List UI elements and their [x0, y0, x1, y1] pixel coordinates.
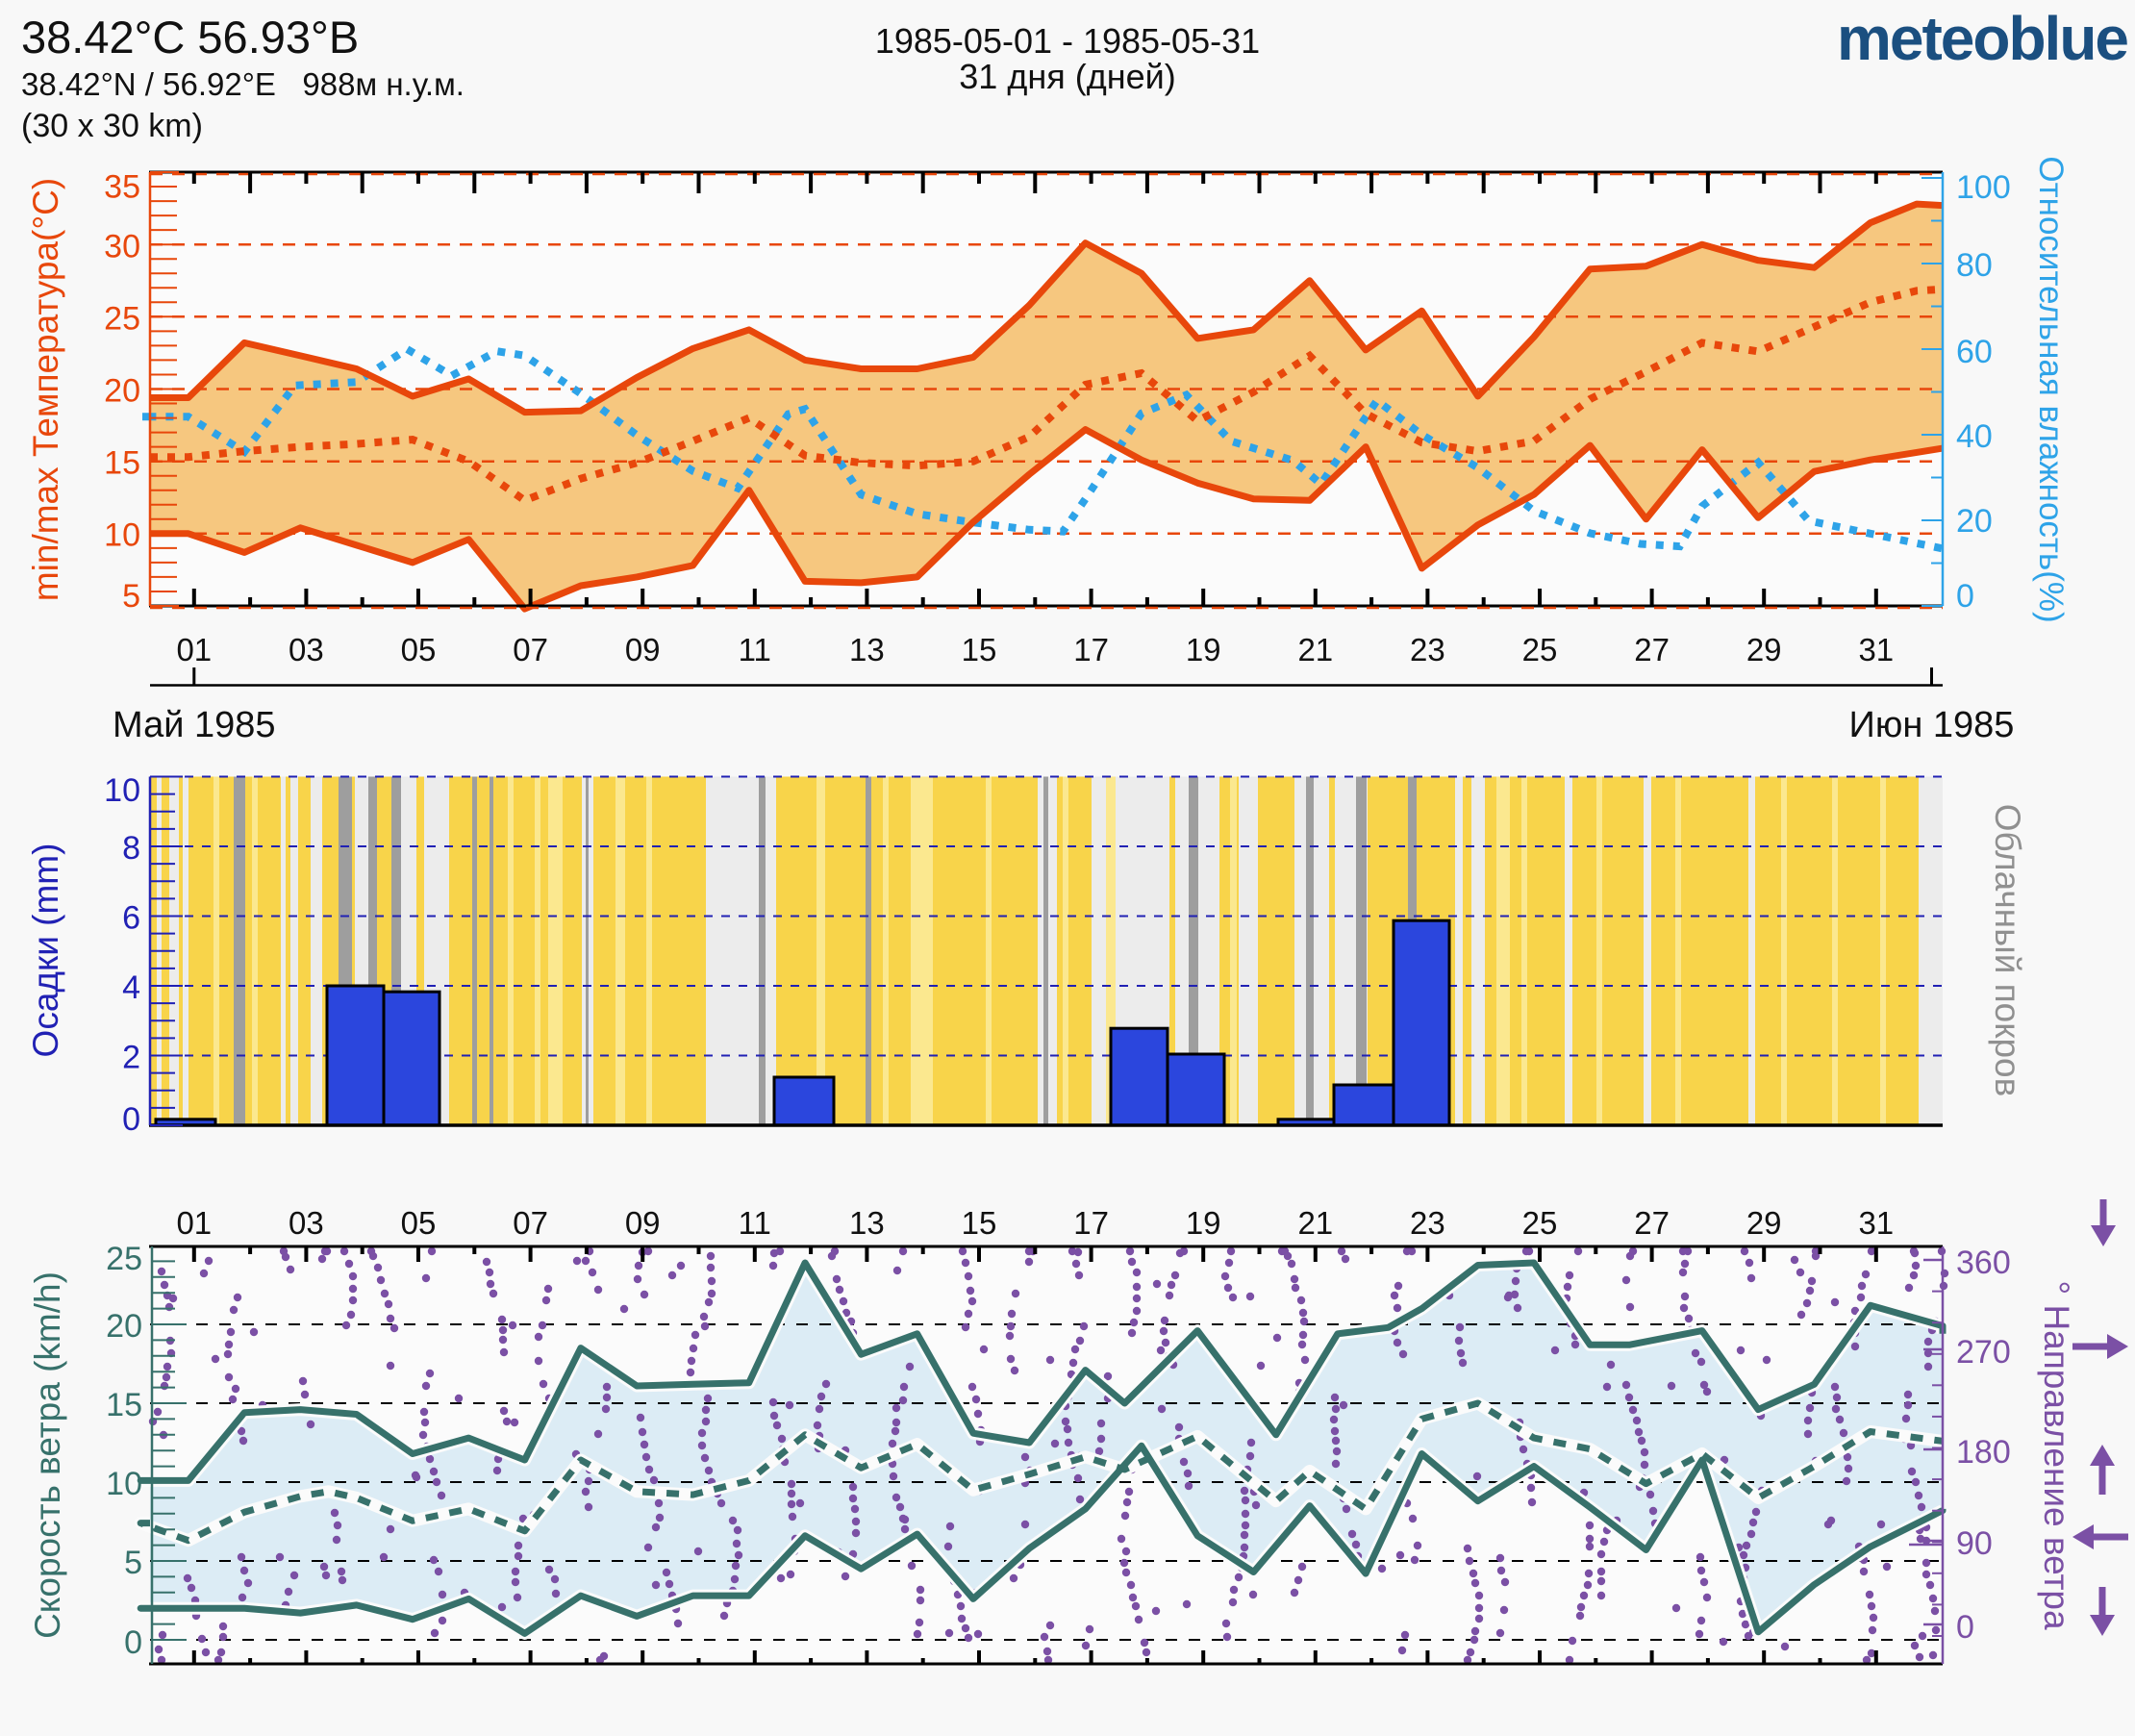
svg-text:meteoblue: meteoblue — [1837, 4, 2127, 73]
svg-text:15: 15 — [106, 1387, 142, 1423]
svg-text:11: 11 — [739, 632, 771, 667]
svg-text:Относительная влажность(%): Относительная влажность(%) — [2032, 156, 2070, 622]
svg-text:5: 5 — [124, 1545, 142, 1581]
svg-text:360: 360 — [1956, 1245, 2011, 1281]
svg-text:20: 20 — [106, 1308, 142, 1345]
svg-text:Июн 1985: Июн 1985 — [1849, 705, 2015, 745]
svg-text:23: 23 — [1410, 632, 1445, 667]
svg-text:Осадки (mm): Осадки (mm) — [26, 843, 65, 1058]
svg-text:05: 05 — [401, 1205, 437, 1241]
svg-text:80: 80 — [1956, 247, 1993, 284]
svg-text:23: 23 — [1410, 1205, 1445, 1241]
svg-text:0: 0 — [1956, 578, 1974, 615]
svg-text:6: 6 — [122, 900, 140, 937]
svg-text:4: 4 — [122, 969, 140, 1006]
svg-text:38.42°C 56.93°В: 38.42°C 56.93°В — [21, 12, 359, 63]
svg-text:35: 35 — [104, 169, 140, 206]
svg-text:25: 25 — [1522, 1205, 1558, 1241]
svg-text:09: 09 — [625, 632, 661, 667]
svg-text:21: 21 — [1297, 632, 1333, 667]
svg-text:min/max Температура(°C): min/max Температура(°C) — [26, 178, 65, 601]
svg-text:90: 90 — [1956, 1525, 1993, 1562]
svg-text:° Направление ветра: ° Направление ветра — [2037, 1280, 2076, 1630]
svg-text:0: 0 — [124, 1624, 142, 1661]
svg-text:27: 27 — [1634, 632, 1670, 667]
svg-text:27: 27 — [1634, 1205, 1670, 1241]
svg-text:13: 13 — [849, 1205, 885, 1241]
svg-text:10: 10 — [104, 517, 140, 554]
svg-text:15: 15 — [962, 1205, 997, 1241]
svg-text:Скорость ветра (km/h): Скорость ветра (km/h) — [28, 1271, 67, 1639]
svg-text:Облачный покров: Облачный покров — [1988, 804, 2027, 1097]
svg-text:07: 07 — [513, 1205, 548, 1241]
svg-text:30: 30 — [104, 229, 140, 265]
svg-text:05: 05 — [401, 632, 437, 667]
svg-text:10: 10 — [104, 772, 140, 809]
svg-text:10: 10 — [106, 1466, 142, 1502]
svg-text:07: 07 — [513, 632, 548, 667]
svg-text:5: 5 — [122, 578, 140, 615]
svg-text:25: 25 — [104, 301, 140, 338]
svg-text:60: 60 — [1956, 334, 1993, 370]
svg-text:25: 25 — [1522, 632, 1558, 667]
svg-text:17: 17 — [1073, 1205, 1109, 1241]
svg-text:20: 20 — [104, 373, 140, 410]
svg-text:31 дня (дней): 31 дня (дней) — [959, 57, 1175, 96]
svg-text:20: 20 — [1956, 503, 1993, 540]
svg-text:17: 17 — [1073, 632, 1109, 667]
svg-text:270: 270 — [1956, 1334, 2011, 1371]
svg-text:01: 01 — [176, 632, 212, 667]
svg-text:25: 25 — [106, 1241, 142, 1277]
svg-text:11: 11 — [739, 1205, 771, 1241]
svg-text:09: 09 — [625, 1205, 661, 1241]
svg-text:0: 0 — [1956, 1609, 1974, 1646]
svg-text:19: 19 — [1186, 1205, 1221, 1241]
svg-text:Май 1985: Май 1985 — [113, 705, 276, 745]
svg-text:21: 21 — [1297, 1205, 1333, 1241]
svg-text:01: 01 — [176, 1205, 212, 1241]
svg-text:13: 13 — [849, 632, 885, 667]
svg-text:15: 15 — [962, 632, 997, 667]
svg-text:03: 03 — [289, 632, 324, 667]
svg-text:03: 03 — [289, 1205, 324, 1241]
svg-text:0: 0 — [122, 1101, 140, 1138]
svg-text:31: 31 — [1858, 632, 1894, 667]
svg-text:8: 8 — [122, 830, 140, 867]
svg-text:(30 x 30 km): (30 x 30 km) — [21, 108, 203, 144]
svg-text:19: 19 — [1186, 632, 1221, 667]
svg-text:31: 31 — [1858, 1205, 1894, 1241]
svg-text:40: 40 — [1956, 418, 1993, 455]
svg-text:15: 15 — [104, 445, 140, 482]
svg-text:2: 2 — [122, 1040, 140, 1076]
svg-text:29: 29 — [1746, 1205, 1782, 1241]
svg-text:180: 180 — [1956, 1434, 2011, 1471]
svg-text:38.42°N / 56.92°E 988м н.у.м: 38.42°N / 56.92°E 988м н.у.м. — [21, 66, 465, 102]
svg-text:100: 100 — [1956, 169, 2011, 206]
svg-text:1985-05-01 - 1985-05-31: 1985-05-01 - 1985-05-31 — [875, 21, 1260, 61]
svg-text:29: 29 — [1746, 632, 1782, 667]
